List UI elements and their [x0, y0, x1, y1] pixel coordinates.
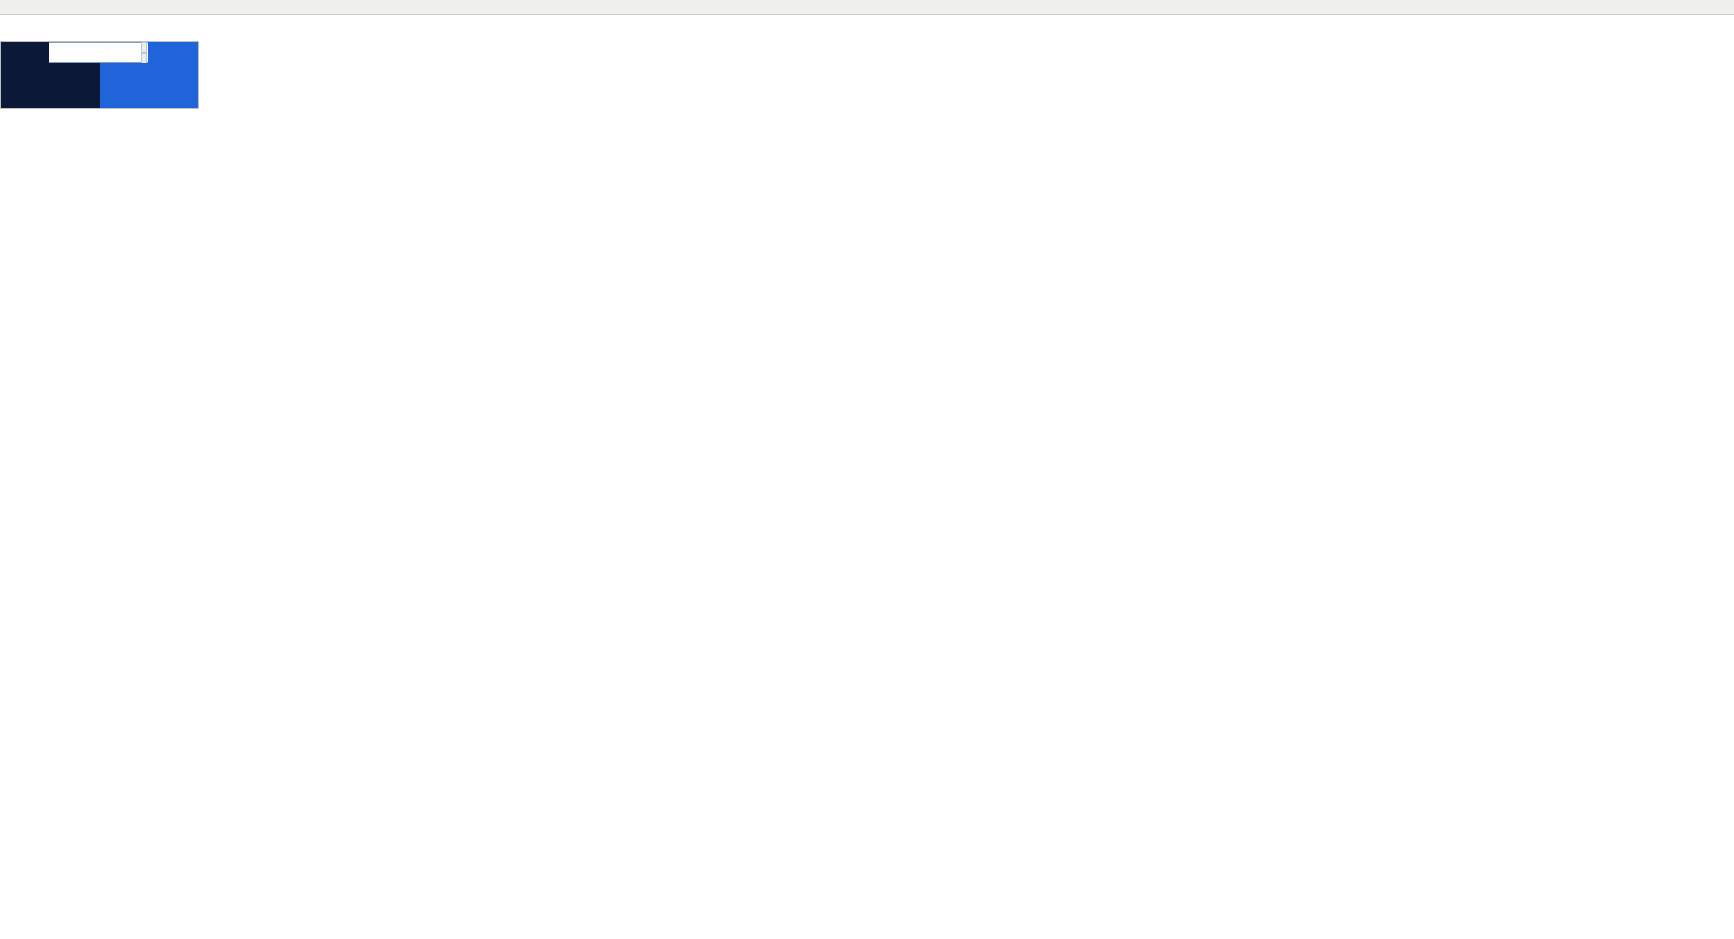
volume-up-button[interactable]: [141, 41, 147, 53]
volume-down-button[interactable]: [141, 52, 147, 64]
volume-field[interactable]: [49, 41, 148, 64]
toolbar: [0, 0, 1734, 15]
sell-price[interactable]: [1, 63, 100, 108]
one-click-trading-panel: [1, 41, 198, 108]
symbol-info-bar: [0, 15, 1734, 29]
sell-button[interactable]: [1, 42, 49, 63]
buy-button[interactable]: [148, 42, 198, 63]
buy-price[interactable]: [99, 63, 198, 108]
